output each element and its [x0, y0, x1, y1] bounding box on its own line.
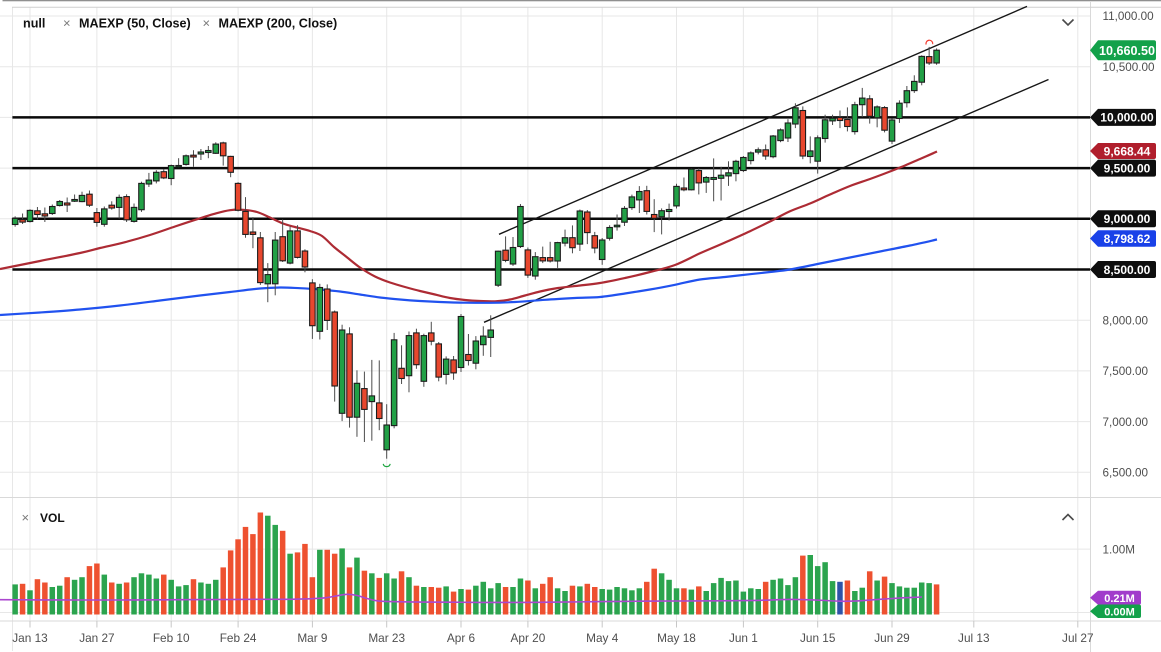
svg-text:Mar 23: Mar 23	[368, 631, 405, 645]
svg-text:May 18: May 18	[657, 631, 696, 645]
svg-text:Jun 29: Jun 29	[874, 631, 909, 645]
svg-text:10,500.00: 10,500.00	[1103, 61, 1155, 74]
svg-text:Feb 10: Feb 10	[153, 631, 190, 645]
svg-text:0.00M: 0.00M	[1104, 606, 1135, 618]
svg-text:1.00M: 1.00M	[1103, 543, 1135, 556]
svg-text:Mar 9: Mar 9	[297, 631, 327, 645]
svg-text:MAEXP (200, Close): MAEXP (200, Close)	[219, 17, 338, 31]
svg-text:Feb 24: Feb 24	[220, 631, 257, 645]
svg-text:0.21M: 0.21M	[1104, 593, 1135, 605]
svg-text:8,500.00: 8,500.00	[1104, 263, 1151, 277]
svg-text:7,000.00: 7,000.00	[1103, 416, 1149, 429]
svg-text:10,660.50: 10,660.50	[1099, 44, 1155, 58]
svg-text:May 4: May 4	[586, 631, 619, 645]
svg-text:null: null	[23, 17, 45, 31]
svg-text:Jan 27: Jan 27	[79, 631, 114, 645]
svg-text:Apr 6: Apr 6	[447, 631, 476, 645]
svg-text:×: ×	[22, 510, 30, 525]
svg-text:9,668.44: 9,668.44	[1104, 144, 1151, 158]
svg-text:MAEXP (50, Close): MAEXP (50, Close)	[79, 17, 191, 31]
svg-text:6,500.00: 6,500.00	[1103, 467, 1149, 480]
svg-text:×: ×	[63, 16, 71, 31]
svg-text:Apr 20: Apr 20	[511, 631, 546, 645]
svg-text:8,798.62: 8,798.62	[1104, 232, 1151, 246]
svg-text:Jun 15: Jun 15	[800, 631, 836, 645]
svg-text:10,000.00: 10,000.00	[1100, 111, 1154, 125]
svg-text:Jan 13: Jan 13	[12, 631, 48, 645]
svg-text:7,500.00: 7,500.00	[1103, 365, 1149, 378]
svg-text:11,000.00: 11,000.00	[1103, 10, 1155, 23]
svg-text:Jul 13: Jul 13	[958, 631, 990, 645]
svg-text:Jul 27: Jul 27	[1062, 631, 1093, 645]
svg-text:9,500.00: 9,500.00	[1104, 161, 1151, 175]
svg-text:8,000.00: 8,000.00	[1103, 314, 1149, 327]
svg-text:Jun 1: Jun 1	[729, 631, 758, 645]
svg-text:VOL: VOL	[40, 511, 65, 525]
svg-text:9,000.00: 9,000.00	[1104, 212, 1151, 226]
svg-text:×: ×	[203, 16, 211, 31]
